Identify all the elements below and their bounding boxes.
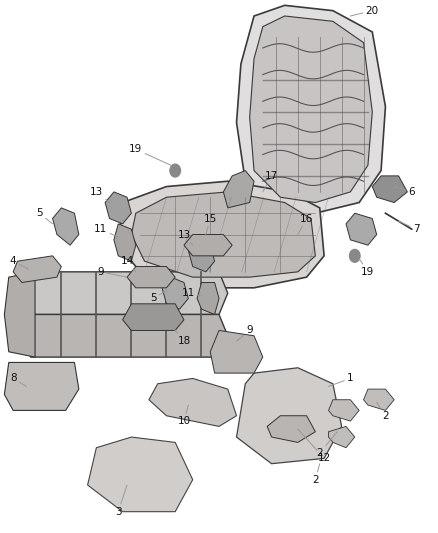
Text: 11: 11 bbox=[182, 288, 201, 298]
PathPatch shape bbox=[372, 176, 407, 203]
PathPatch shape bbox=[118, 181, 324, 288]
Text: 3: 3 bbox=[115, 485, 127, 516]
Text: 18: 18 bbox=[166, 320, 191, 346]
Text: 15: 15 bbox=[204, 214, 217, 235]
PathPatch shape bbox=[53, 208, 79, 245]
PathPatch shape bbox=[22, 272, 228, 314]
PathPatch shape bbox=[105, 192, 131, 224]
PathPatch shape bbox=[149, 378, 237, 426]
Text: 4: 4 bbox=[10, 256, 28, 269]
PathPatch shape bbox=[131, 192, 315, 277]
Text: 7: 7 bbox=[399, 221, 420, 234]
Circle shape bbox=[170, 164, 180, 177]
PathPatch shape bbox=[267, 416, 315, 442]
Text: 10: 10 bbox=[177, 405, 191, 426]
PathPatch shape bbox=[223, 171, 254, 208]
Text: 13: 13 bbox=[177, 230, 193, 245]
PathPatch shape bbox=[88, 437, 193, 512]
PathPatch shape bbox=[250, 16, 372, 203]
PathPatch shape bbox=[364, 389, 394, 410]
PathPatch shape bbox=[127, 266, 175, 288]
Text: 2: 2 bbox=[316, 432, 337, 458]
PathPatch shape bbox=[184, 235, 232, 256]
PathPatch shape bbox=[123, 304, 184, 330]
Text: 11: 11 bbox=[94, 224, 118, 237]
Text: 19: 19 bbox=[129, 144, 171, 165]
PathPatch shape bbox=[114, 224, 136, 261]
PathPatch shape bbox=[346, 213, 377, 245]
PathPatch shape bbox=[197, 282, 219, 314]
PathPatch shape bbox=[22, 314, 228, 357]
Text: 2: 2 bbox=[312, 464, 320, 484]
Text: 19: 19 bbox=[359, 259, 374, 277]
PathPatch shape bbox=[188, 240, 215, 272]
Text: 14: 14 bbox=[120, 256, 136, 272]
PathPatch shape bbox=[237, 5, 385, 213]
PathPatch shape bbox=[328, 426, 355, 448]
Circle shape bbox=[350, 249, 360, 262]
Text: 20: 20 bbox=[350, 6, 379, 16]
Text: 9: 9 bbox=[237, 326, 253, 341]
PathPatch shape bbox=[162, 277, 188, 309]
PathPatch shape bbox=[237, 368, 342, 464]
Text: 12: 12 bbox=[298, 429, 331, 463]
Text: 6: 6 bbox=[394, 187, 415, 197]
Text: 5: 5 bbox=[150, 290, 166, 303]
Text: 13: 13 bbox=[90, 187, 110, 203]
PathPatch shape bbox=[4, 362, 79, 410]
Text: 16: 16 bbox=[298, 214, 313, 235]
Text: 2: 2 bbox=[377, 402, 389, 421]
Text: 5: 5 bbox=[36, 208, 53, 224]
PathPatch shape bbox=[210, 330, 263, 373]
Text: 1: 1 bbox=[328, 374, 354, 386]
Text: 17: 17 bbox=[263, 171, 278, 192]
Text: 8: 8 bbox=[10, 374, 26, 386]
PathPatch shape bbox=[13, 256, 61, 282]
PathPatch shape bbox=[4, 272, 35, 357]
PathPatch shape bbox=[328, 400, 359, 421]
Text: 9: 9 bbox=[97, 267, 127, 277]
